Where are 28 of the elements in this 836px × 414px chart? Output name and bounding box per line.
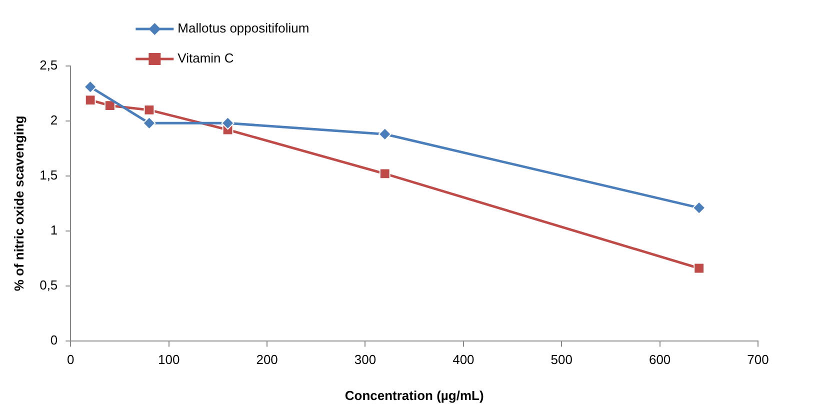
y-tick-label: 1,5 — [40, 168, 58, 182]
y-tick-label: 0 — [50, 332, 58, 348]
point — [692, 201, 706, 214]
x-tick-label: 400 — [452, 352, 474, 368]
y-tick-label: 1 — [50, 222, 58, 238]
x-tick-label: 700 — [747, 352, 769, 368]
y-axis-title: % of nitric oxide scavenging — [11, 116, 26, 292]
y-tick-label: 2,5 — [40, 58, 58, 73]
x-tick-label: 200 — [256, 352, 278, 368]
point — [221, 116, 234, 130]
y-tick-label: 2 — [50, 112, 58, 128]
point — [378, 128, 392, 141]
point — [144, 104, 155, 116]
legend-label: Mallotus oppositifolium — [178, 20, 310, 36]
x-tick-label: 300 — [354, 352, 376, 368]
x-tick-label: 500 — [550, 352, 572, 368]
x-axis-title: Concentration (µg/mL) — [344, 388, 484, 403]
point — [104, 100, 116, 112]
point — [84, 80, 97, 94]
point — [84, 94, 96, 106]
point — [694, 262, 705, 274]
legend-label: Vitamin C — [178, 50, 234, 66]
y-tick-label: 0,5 — [40, 277, 58, 292]
point — [379, 168, 390, 180]
x-tick-label: 0 — [67, 352, 74, 368]
x-tick-label: 600 — [648, 352, 671, 368]
point — [142, 116, 156, 130]
x-tick-label: 100 — [158, 352, 180, 368]
